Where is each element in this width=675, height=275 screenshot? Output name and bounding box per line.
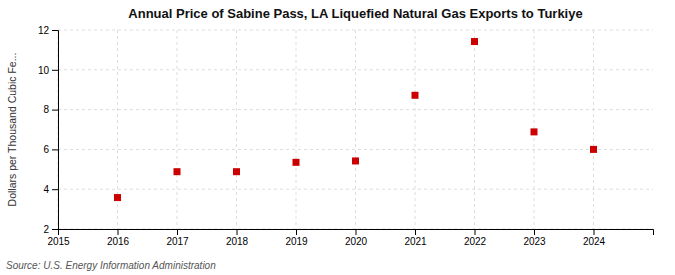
x-tick-mark (237, 229, 238, 235)
x-tick: 2017 (166, 229, 189, 247)
y-tick-label: 8 (43, 104, 49, 115)
x-tick-label: 2016 (107, 236, 130, 247)
x-tick-label: 2020 (345, 236, 368, 247)
x-tick-label: 2018 (226, 236, 249, 247)
point (531, 128, 538, 135)
y-tick-label: 2 (43, 224, 49, 235)
points (114, 38, 597, 201)
y-tick: 2 (43, 224, 58, 235)
x-tick-mark (177, 229, 178, 235)
y-tick-label: 12 (38, 25, 50, 36)
x-tick-label: 2024 (583, 236, 606, 247)
x-tick: 2016 (107, 229, 130, 247)
y-tick: 6 (43, 144, 58, 155)
title: Annual Price of Sabine Pass, LA Liquefie… (128, 6, 582, 21)
grid-line-x (177, 30, 178, 229)
point (412, 92, 419, 99)
grid-line-x (474, 30, 475, 229)
point (233, 168, 240, 175)
x-axis: 2015 2016 2017 2018 2019 2020 2021 2022 2023 2024 (47, 229, 653, 247)
grid-line-x (236, 30, 237, 229)
x-tick-mark (356, 229, 357, 235)
x-tick-mark (415, 229, 416, 235)
y-tick: 4 (43, 184, 58, 195)
x-tick: 2021 (404, 229, 427, 247)
chart-container: 2015 2016 2017 2018 2019 2020 2021 2022 2023 2024… (0, 0, 675, 275)
x-tick-label: 2023 (523, 236, 546, 247)
point (114, 194, 121, 201)
x-tick-label: 2017 (166, 236, 189, 247)
x-tick: 2022 (464, 229, 487, 247)
y-tick-mark (52, 110, 58, 111)
x-tick-mark (475, 229, 476, 235)
x-tick: 2023 (523, 229, 546, 247)
x-tick: 2015 (47, 229, 70, 247)
point (471, 38, 478, 45)
point (293, 159, 300, 166)
x-tick-mark (534, 229, 535, 235)
grid-line-x (296, 30, 297, 229)
y-tick: 12 (38, 25, 58, 36)
grid (58, 30, 653, 229)
y-tick-mark (52, 30, 58, 31)
x-tick-mark (118, 229, 119, 235)
x-tick-mark (296, 229, 297, 235)
point (590, 146, 597, 153)
x-tick-label: 2015 (47, 236, 70, 247)
y-tick-label: 4 (43, 184, 49, 195)
x-tick: 2020 (345, 229, 368, 247)
y-tick-mark (52, 189, 58, 190)
x-tick-label: 2021 (404, 236, 427, 247)
grid-line-x (355, 30, 356, 229)
y-axis: 2 4 6 8 10 12 (38, 25, 59, 235)
y-tick-label: 6 (43, 144, 49, 155)
y-tick: 10 (38, 65, 58, 76)
x-tick-mark (594, 229, 595, 235)
y-tick-mark (52, 70, 58, 71)
x-tick-label: 2022 (464, 236, 487, 247)
x-tick: 2024 (583, 229, 606, 247)
point (174, 168, 181, 175)
grid-line-x (415, 30, 416, 229)
grid-line-y (58, 149, 653, 150)
chart-svg: 2015 2016 2017 2018 2019 2020 2021 2022 2023 2024… (0, 0, 675, 275)
x-tick: 2018 (226, 229, 249, 247)
point (352, 157, 359, 164)
x-tick: 2019 (285, 229, 308, 247)
y-tick-mark (52, 229, 58, 230)
y-axis-label: Dollars per Thousand Cubic Fe... (6, 53, 18, 207)
x-axis-line (59, 230, 654, 236)
source: Source: U.S. Energy Information Administ… (6, 260, 216, 271)
grid-line-x (593, 30, 594, 229)
plot-area: 2015 2016 2017 2018 2019 2020 2021 2022 2023 2024… (38, 25, 654, 247)
y-tick-label: 10 (38, 65, 50, 76)
y-tick: 8 (43, 104, 58, 115)
y-axis-line (52, 31, 59, 230)
grid-line-y (58, 69, 653, 70)
y-tick-mark (52, 149, 58, 150)
x-tick-label: 2019 (285, 236, 308, 247)
